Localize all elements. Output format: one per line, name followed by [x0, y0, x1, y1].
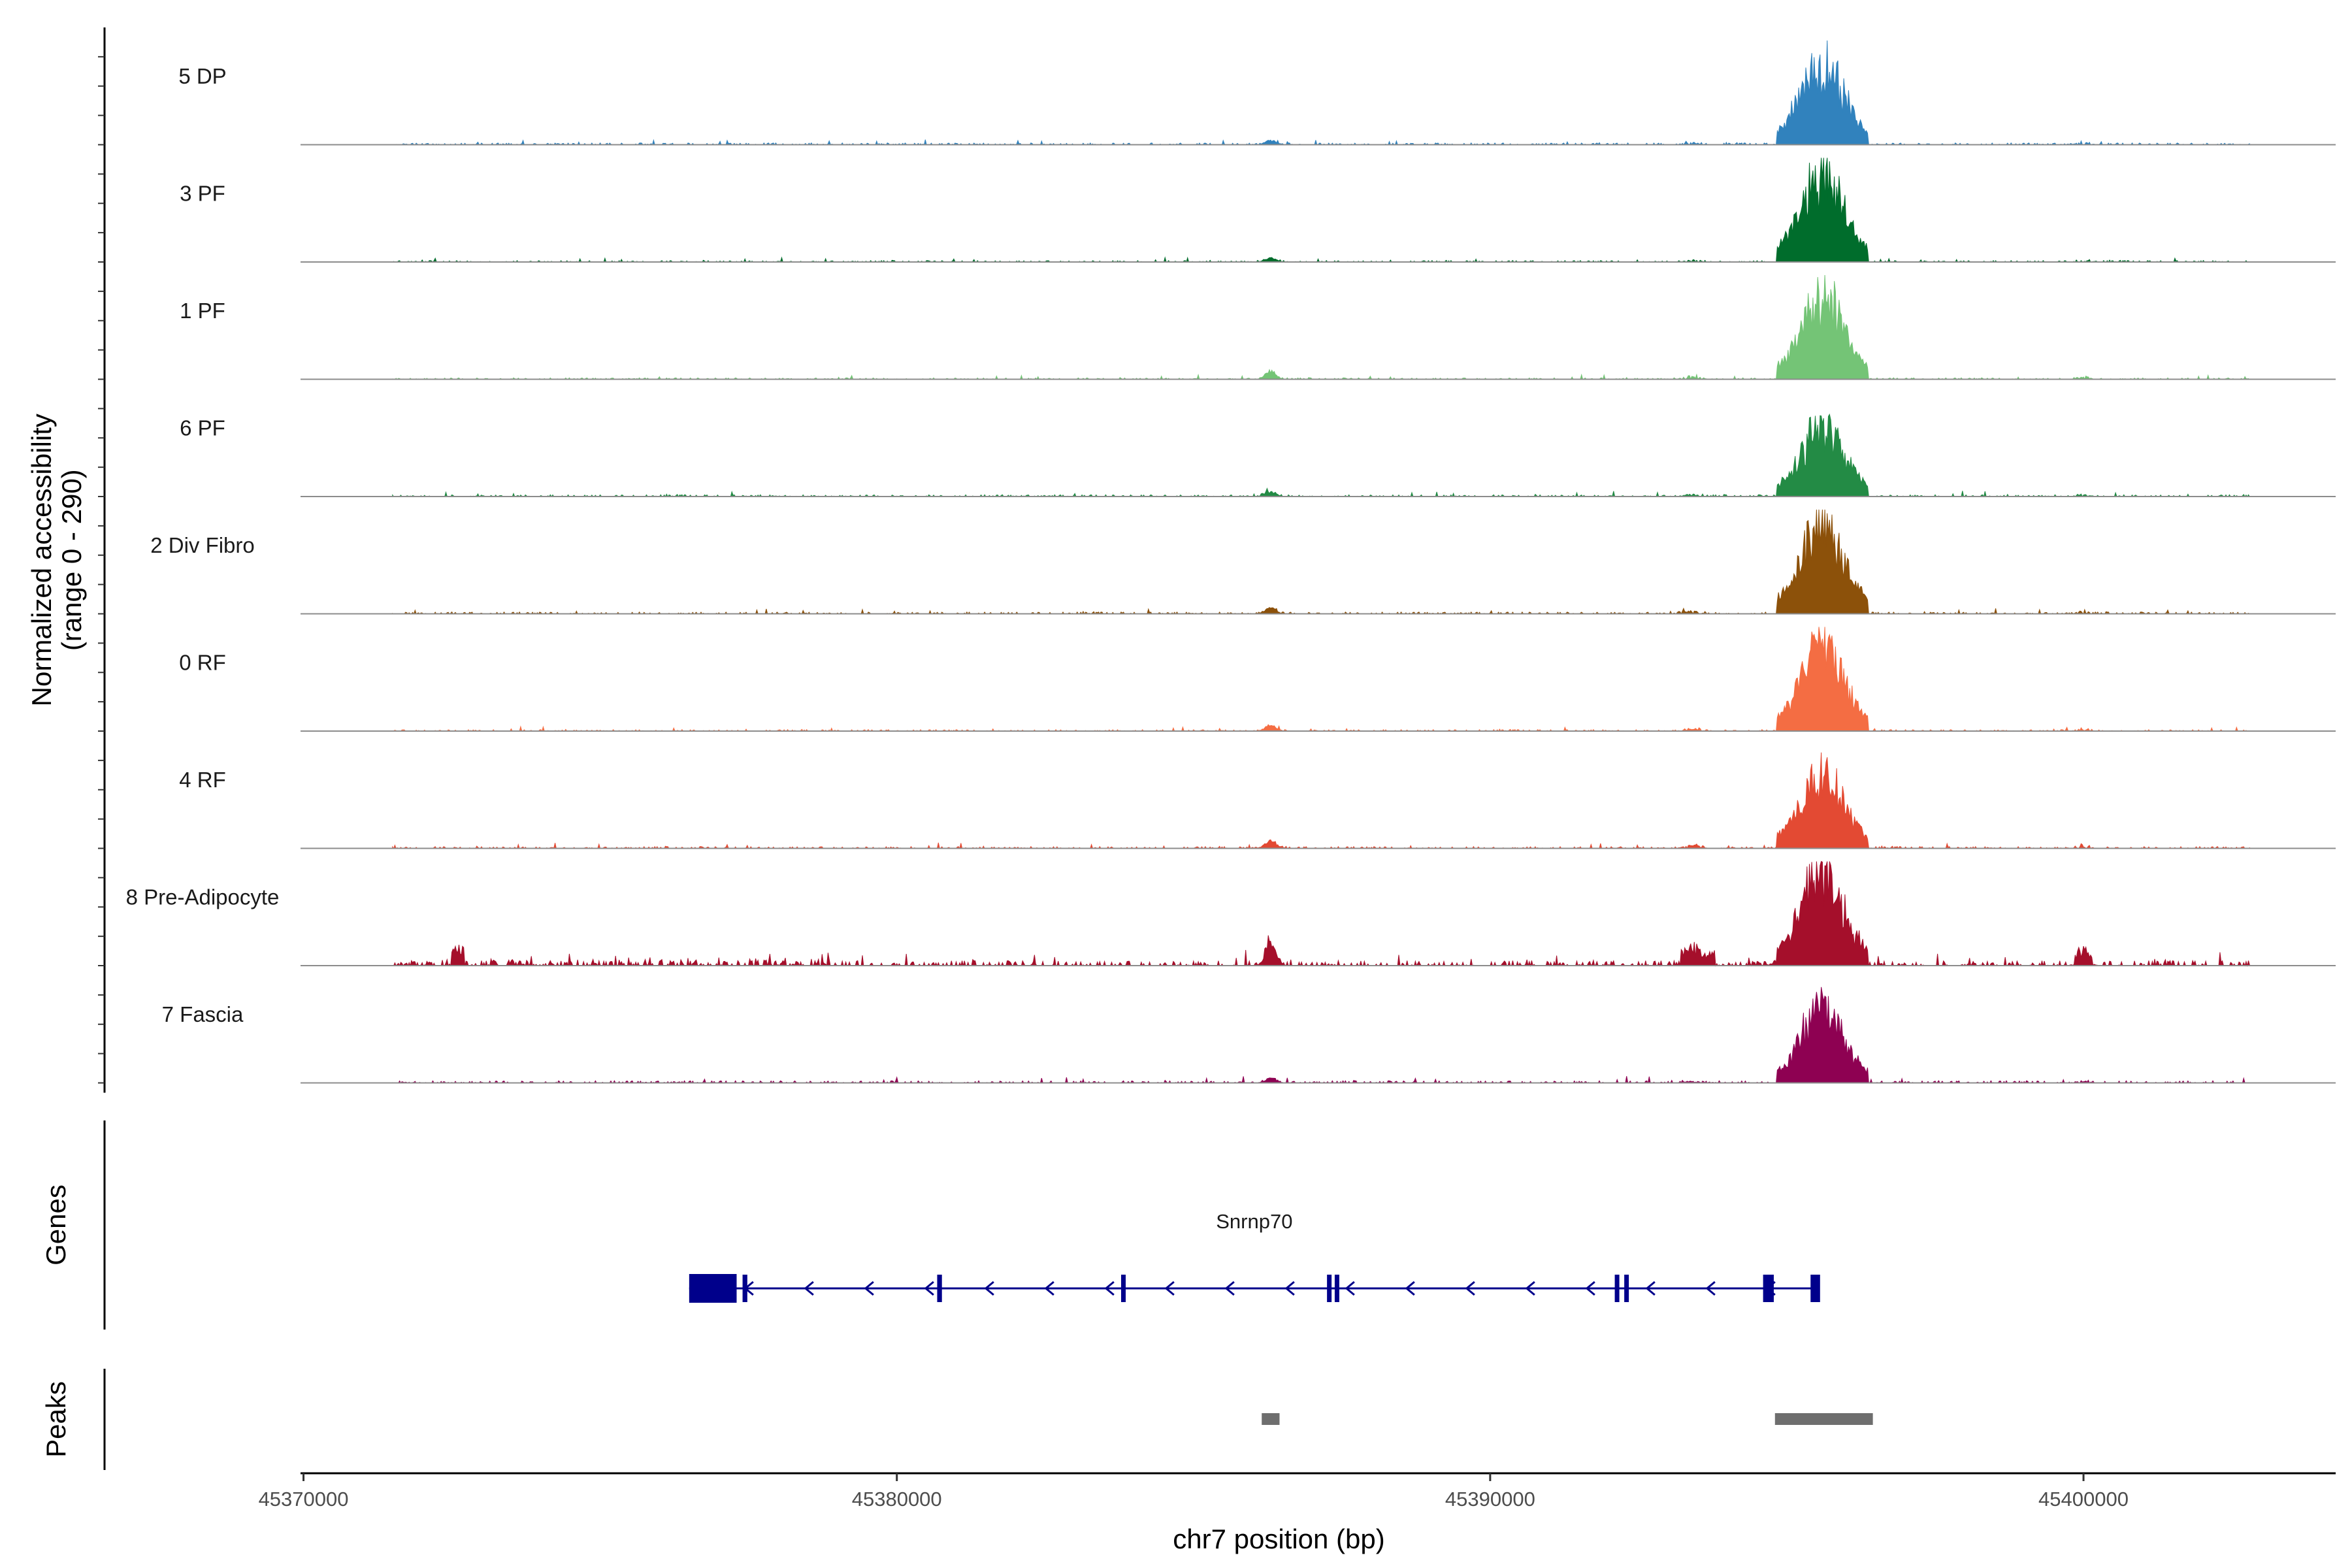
exon	[1614, 1275, 1620, 1302]
track-label: 5 DP	[178, 64, 226, 88]
coverage-area	[392, 157, 2250, 263]
exon	[937, 1275, 942, 1302]
exon	[1334, 1275, 1339, 1302]
peak-region	[1262, 1413, 1280, 1425]
track-3-pf: 3 PF	[180, 157, 2336, 263]
peaks-panel: Peaks	[41, 1369, 1873, 1470]
y-axis-title: Normalized accessibility(range 0 - 290)	[26, 414, 87, 706]
x-axis: 45370000 45380000 45390000 45400000 chr7 pos…	[259, 1472, 2336, 1554]
strand-arrow	[1525, 1281, 1535, 1296]
coverage-area	[392, 860, 2250, 967]
peaks-panel-title: Peaks	[41, 1381, 71, 1458]
track-label: 3 PF	[180, 182, 225, 206]
exon	[1810, 1275, 1820, 1302]
track-5-dp: 5 DP	[178, 40, 2336, 146]
y-axis-title-line2: (range 0 - 290)	[56, 469, 87, 651]
x-tick-label: 45380000	[852, 1488, 942, 1511]
gene-name: Snrnp70	[1216, 1210, 1292, 1233]
track-4-rf: 4 RF	[179, 752, 2336, 849]
genes-panel-title: Genes	[41, 1184, 71, 1266]
strand-arrow	[1164, 1281, 1175, 1296]
coverage-area	[392, 40, 2250, 146]
exon	[742, 1275, 747, 1302]
strand-arrow	[1645, 1281, 1656, 1296]
peak-region	[1774, 1413, 1873, 1425]
track-8-pre-adipocyte: 8 Pre-Adipocyte	[126, 860, 2336, 967]
track-label: 1 PF	[180, 299, 225, 323]
strand-arrow	[1585, 1281, 1595, 1296]
coverage-area	[392, 987, 2250, 1084]
gene-panel: Genes Snrnp70	[41, 1120, 1820, 1330]
strand-arrow	[1224, 1281, 1235, 1296]
strand-arrow	[1705, 1281, 1716, 1296]
track-label: 7 Fascia	[162, 1002, 244, 1026]
coverage-area	[392, 413, 2251, 498]
exon	[1120, 1275, 1126, 1302]
track-label: 0 RF	[179, 651, 226, 675]
track-2-div-fibro: 2 Div Fibro	[150, 509, 2336, 615]
track-label: 6 PF	[180, 416, 225, 440]
coverage-area	[392, 509, 2250, 615]
strand-arrow	[804, 1281, 814, 1296]
exon	[1327, 1275, 1332, 1302]
strand-arrow	[1465, 1281, 1475, 1296]
strand-arrow	[984, 1281, 994, 1296]
track-1-pf: 1 PF	[180, 274, 2336, 380]
coverage-area	[392, 274, 2251, 380]
x-tick-label: 45400000	[2038, 1488, 2129, 1511]
strand-arrow	[1284, 1281, 1295, 1296]
x-tick-label: 45390000	[1445, 1488, 1535, 1511]
track-label: 2 Div Fibro	[150, 533, 255, 557]
coverage-area	[392, 752, 2250, 849]
track-label: 8 Pre-Adipocyte	[126, 885, 280, 909]
strand-arrow	[1104, 1281, 1115, 1296]
strand-arrow	[864, 1281, 874, 1296]
coverage-tracks: 5 DP 3 PF 1 PF 6 PF 2 Div Fibro 0 RF 4 RF 8 Pre…	[126, 40, 2336, 1084]
track-0-rf: 0 RF	[179, 627, 2336, 732]
exon	[1763, 1275, 1774, 1302]
strand-arrow	[1405, 1281, 1415, 1296]
track-label: 4 RF	[179, 768, 226, 792]
track-6-pf: 6 PF	[180, 413, 2336, 498]
strand-arrow	[924, 1281, 934, 1296]
x-axis-title: chr7 position (bp)	[1173, 1524, 1385, 1554]
x-tick-label: 45370000	[259, 1488, 349, 1511]
exon	[689, 1274, 737, 1303]
y-axis-title-line1: Normalized accessibility	[26, 414, 57, 706]
y-axis: Normalized accessibility(range 0 - 290)	[26, 27, 106, 1093]
strand-arrow	[1044, 1281, 1054, 1296]
strand-arrow	[1345, 1281, 1355, 1296]
coverage-area	[392, 627, 2250, 732]
exon	[1624, 1275, 1629, 1302]
track-7-fascia: 7 Fascia	[162, 987, 2336, 1084]
